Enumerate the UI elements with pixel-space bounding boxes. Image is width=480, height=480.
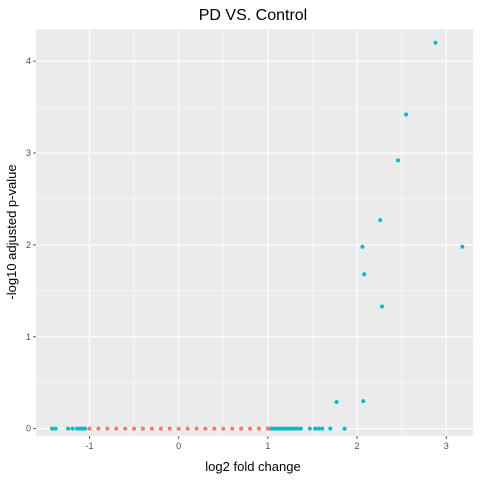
data-point [114, 426, 119, 431]
data-point [361, 399, 366, 404]
x-axis-title: log2 fold change [205, 459, 300, 474]
data-point [50, 426, 55, 431]
data-point [362, 272, 367, 277]
data-point [316, 426, 321, 431]
data-point [123, 426, 128, 431]
y-tick-label: 3 [26, 148, 31, 158]
data-point [132, 426, 137, 431]
data-point [342, 426, 347, 431]
data-point [96, 426, 101, 431]
data-point [158, 426, 163, 431]
y-tick-label: 2 [26, 240, 31, 250]
data-point [380, 304, 385, 309]
data-point [320, 426, 325, 431]
y-tick-label: 1 [26, 332, 31, 342]
data-point [307, 426, 312, 431]
x-tick-label: 0 [176, 441, 181, 451]
y-tick-label: 0 [26, 424, 31, 434]
plot-panel [36, 29, 473, 436]
x-tick-label: 2 [355, 441, 360, 451]
data-point [298, 426, 303, 431]
minor-gridlines [36, 29, 473, 436]
x-tick-label: -1 [86, 441, 94, 451]
data-point [66, 426, 71, 431]
data-point [404, 112, 409, 117]
chart-title: PD VS. Control [199, 7, 307, 24]
data-point [460, 244, 465, 249]
data-point [176, 426, 181, 431]
data-point [83, 426, 88, 431]
data-point [265, 426, 270, 431]
data-point [105, 426, 110, 431]
data-point [167, 426, 172, 431]
data-point [149, 426, 154, 431]
data-point [230, 426, 235, 431]
x-tick-label: 3 [444, 441, 449, 451]
data-point [396, 158, 401, 163]
data-point [256, 426, 261, 431]
data-point [313, 426, 318, 431]
data-point [328, 426, 333, 431]
data-point [248, 426, 253, 431]
x-tick-label: 1 [265, 441, 270, 451]
data-point [334, 400, 339, 405]
axes: -1 0 1 2 3 0 1 2 3 4 [26, 56, 449, 451]
data-point [203, 426, 208, 431]
data-points [50, 40, 465, 431]
data-point [239, 426, 244, 431]
data-point [141, 426, 146, 431]
data-point [87, 426, 92, 431]
data-point [378, 218, 383, 223]
data-point [185, 426, 190, 431]
y-axis-title: -log10 adjusted p-value [4, 164, 19, 299]
y-tick-label: 4 [26, 56, 31, 66]
data-point [360, 244, 365, 249]
data-point [53, 426, 58, 431]
data-point [194, 426, 199, 431]
major-gridlines [36, 29, 473, 436]
data-point [212, 426, 217, 431]
data-point [433, 40, 438, 45]
data-point [221, 426, 226, 431]
data-point [70, 426, 75, 431]
